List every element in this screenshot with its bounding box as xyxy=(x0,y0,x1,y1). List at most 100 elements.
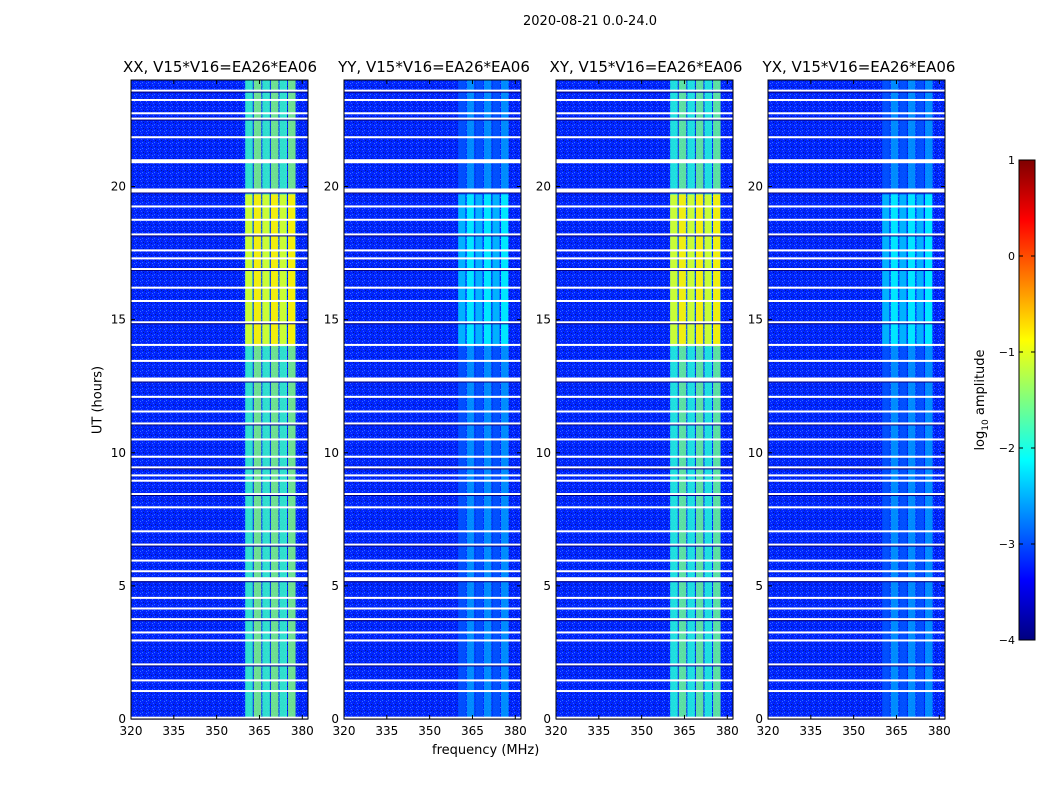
panel-yy: 320 335 350 365 380 0 5 10 15 20 xyxy=(324,79,527,738)
flagged-row xyxy=(556,530,733,533)
flagged-row xyxy=(556,543,733,546)
rfi-band-column xyxy=(916,80,925,719)
flagged-row xyxy=(344,422,521,425)
rfi-band-column xyxy=(695,80,704,719)
x-tick-label: 350 xyxy=(418,724,441,738)
flagged-row xyxy=(344,474,521,477)
flagged-row xyxy=(768,474,945,477)
rfi-band-column xyxy=(270,80,279,719)
flagged-row xyxy=(556,663,733,666)
flagged-row xyxy=(131,89,308,92)
flagged-row xyxy=(131,506,308,509)
flagged-row xyxy=(768,618,945,621)
dark-row xyxy=(131,192,308,194)
y-tick-label: 5 xyxy=(331,579,339,593)
flagged-row xyxy=(768,136,945,139)
flagged-row xyxy=(768,596,945,599)
flagged-row xyxy=(344,466,521,469)
flagged-row xyxy=(344,631,521,634)
flagged-row xyxy=(344,663,521,666)
flagged-row xyxy=(131,343,308,346)
flagged-row xyxy=(131,299,308,302)
dark-row xyxy=(131,665,308,667)
flagged-row xyxy=(131,577,308,582)
flagged-row xyxy=(768,268,945,271)
rfi-band-column xyxy=(899,80,907,719)
rfi-band-column xyxy=(907,80,916,719)
flagged-row xyxy=(344,377,521,382)
dark-row xyxy=(556,270,733,272)
flagged-row xyxy=(768,679,945,682)
flagged-row xyxy=(131,559,308,562)
flagged-row xyxy=(131,474,308,477)
dark-row xyxy=(556,620,733,622)
flagged-row xyxy=(344,117,521,120)
flagged-row xyxy=(768,286,945,289)
flagged-row xyxy=(344,359,521,362)
flagged-row xyxy=(131,479,308,482)
flagged-row xyxy=(556,205,733,208)
rfi-band-column xyxy=(925,80,933,719)
dark-row xyxy=(768,495,945,497)
flagged-row xyxy=(556,438,733,441)
dark-row xyxy=(556,91,733,93)
flagged-row xyxy=(556,410,733,413)
flagged-row xyxy=(131,410,308,413)
x-tick-label: 350 xyxy=(205,724,228,738)
flagged-row xyxy=(344,112,521,115)
flagged-row xyxy=(131,188,308,193)
dark-row xyxy=(131,581,308,583)
flagged-row xyxy=(344,188,521,193)
panel-yx: 320 335 350 365 380 0 5 10 15 20 xyxy=(748,79,951,738)
flagged-row xyxy=(131,570,308,573)
flagged-row xyxy=(556,577,733,582)
y-tick-label: 10 xyxy=(536,446,551,460)
flagged-row xyxy=(344,89,521,92)
heatmap-noise xyxy=(768,80,945,719)
panel-frame xyxy=(343,79,522,720)
flagged-row xyxy=(344,479,521,482)
colorbar-scale xyxy=(1018,159,1036,641)
flagged-row xyxy=(131,98,308,101)
flagged-row xyxy=(344,438,521,441)
flagged-row xyxy=(344,506,521,509)
flagged-row xyxy=(768,188,945,193)
rfi-band-column xyxy=(882,80,890,719)
dark-row xyxy=(556,323,733,325)
flagged-row xyxy=(131,455,308,458)
flagged-row xyxy=(768,559,945,562)
y-tick-label: 20 xyxy=(536,180,551,194)
flagged-row xyxy=(556,679,733,682)
x-tick-label: 365 xyxy=(673,724,696,738)
x-tick-label: 380 xyxy=(504,724,527,738)
rfi-band-column xyxy=(262,80,270,719)
flagged-row xyxy=(556,395,733,398)
dark-row xyxy=(556,495,733,497)
flagged-row xyxy=(131,268,308,271)
x-tick-label: 320 xyxy=(757,724,780,738)
dark-row xyxy=(768,468,945,470)
flagged-row xyxy=(768,690,945,693)
x-tick-label: 335 xyxy=(162,724,185,738)
rfi-band-column xyxy=(501,80,509,719)
y-tick-label: 0 xyxy=(543,712,551,726)
dark-row xyxy=(344,620,521,622)
dark-row xyxy=(344,119,521,121)
flagged-row xyxy=(556,321,733,324)
flagged-row xyxy=(131,249,308,252)
y-tick-label: 15 xyxy=(324,313,339,327)
flagged-row xyxy=(768,543,945,546)
panel-xx: 320 335 350 365 380 0 5 10 15 20 xyxy=(111,79,314,738)
flagged-row xyxy=(131,607,308,610)
panels-group: 320 335 350 365 380 0 5 10 15 20 320 335 350 365 380 0 5… xyxy=(111,79,951,738)
y-tick-label: 0 xyxy=(118,712,126,726)
x-tick-label: 320 xyxy=(333,724,356,738)
dark-row xyxy=(131,620,308,622)
flagged-row xyxy=(344,268,521,271)
flagged-row xyxy=(556,493,733,496)
flagged-row xyxy=(768,493,945,496)
flagged-row xyxy=(768,455,945,458)
figure-suptitle: 2020-08-21 0.0-24.0 xyxy=(523,14,657,29)
flagged-row xyxy=(344,410,521,413)
